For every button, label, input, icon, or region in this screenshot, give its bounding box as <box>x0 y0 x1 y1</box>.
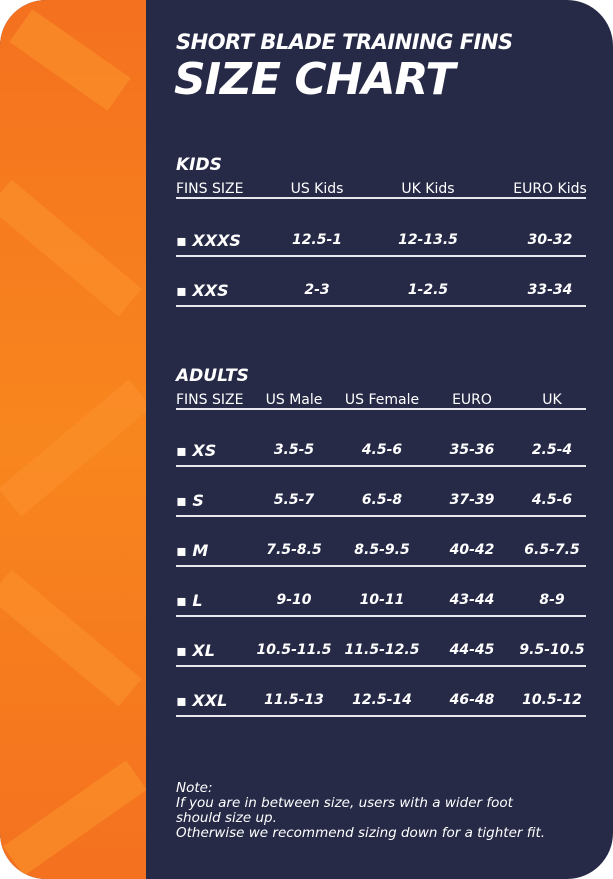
row-divider <box>176 515 586 517</box>
row-divider <box>176 715 586 717</box>
table-cell: 7.5-8.5 <box>266 542 322 558</box>
size-label: ▪ S <box>176 491 204 510</box>
table-cell: 11.5-12.5 <box>344 642 420 658</box>
table-cell: 6.5-7.5 <box>524 542 580 558</box>
page-title: SIZE CHART <box>174 54 455 105</box>
row-divider <box>176 565 586 567</box>
header-divider <box>176 197 586 199</box>
note-label: Note: <box>176 780 213 796</box>
row-divider <box>176 255 586 257</box>
column-header: FINS SIZE <box>176 181 244 197</box>
section-title: KIDS <box>176 155 222 175</box>
row-divider <box>176 305 586 307</box>
table-cell: 40-42 <box>449 542 495 558</box>
size-label: ▪ XS <box>176 441 217 460</box>
table-cell: 3.5-5 <box>273 442 315 458</box>
size-label: ▪ XXL <box>176 691 228 710</box>
header-divider <box>176 408 586 410</box>
table-cell: 12-13.5 <box>398 232 458 248</box>
table-cell: 4.5-6 <box>531 492 573 508</box>
table-cell: 46-48 <box>449 692 495 708</box>
column-header: US Female <box>344 392 420 408</box>
size-label: ▪ M <box>176 541 209 560</box>
subtitle: SHORT BLADE TRAINING FINS <box>176 30 513 54</box>
table-cell: 2.5-4 <box>531 442 573 458</box>
note-line: should size up. <box>176 810 277 826</box>
table-cell: 1-2.5 <box>407 282 449 298</box>
row-divider <box>176 465 586 467</box>
table-cell: 8.5-9.5 <box>354 542 410 558</box>
table-cell: 9-10 <box>276 592 312 608</box>
table-cell: 33-34 <box>527 282 573 298</box>
row-divider <box>176 615 586 617</box>
column-header: UK Kids <box>401 181 455 197</box>
size-label: ▪ XL <box>176 641 215 660</box>
size-label: ▪ L <box>176 591 203 610</box>
table-cell: 43-44 <box>449 592 495 608</box>
column-header: EURO Kids <box>513 181 587 197</box>
table-cell: 10.5-12 <box>522 692 582 708</box>
table-cell: 10.5-11.5 <box>256 642 332 658</box>
section-title: ADULTS <box>176 366 249 386</box>
table-cell: 35-36 <box>449 442 495 458</box>
table-cell: 12.5-14 <box>352 692 412 708</box>
table-cell: 2-3 <box>304 282 330 298</box>
table-cell: 9.5-10.5 <box>519 642 585 658</box>
note-line: If you are in between size, users with a… <box>176 795 513 811</box>
row-divider <box>176 665 586 667</box>
note: Note: If you are in between size, users … <box>176 781 545 841</box>
column-header: UK <box>542 392 562 408</box>
table-cell: 30-32 <box>527 232 573 248</box>
table-cell: 37-39 <box>449 492 495 508</box>
table-cell: 4.5-6 <box>361 442 403 458</box>
table-cell: 8-9 <box>539 592 565 608</box>
table-cell: 12.5-1 <box>291 232 343 248</box>
table-cell: 44-45 <box>449 642 495 658</box>
column-header: FINS SIZE <box>176 392 244 408</box>
size-label: ▪ XXXS <box>176 231 241 250</box>
table-cell: 11.5-13 <box>264 692 324 708</box>
brand-watermark-strip <box>0 0 146 879</box>
size-label: ▪ XXS <box>176 281 229 300</box>
note-line: Otherwise we recommend sizing down for a… <box>176 825 546 841</box>
table-cell: 6.5-8 <box>361 492 403 508</box>
column-header: EURO <box>452 392 492 408</box>
column-header: US Kids <box>290 181 344 197</box>
column-header: US Male <box>265 392 323 408</box>
table-cell: 5.5-7 <box>273 492 315 508</box>
table-cell: 10-11 <box>359 592 405 608</box>
